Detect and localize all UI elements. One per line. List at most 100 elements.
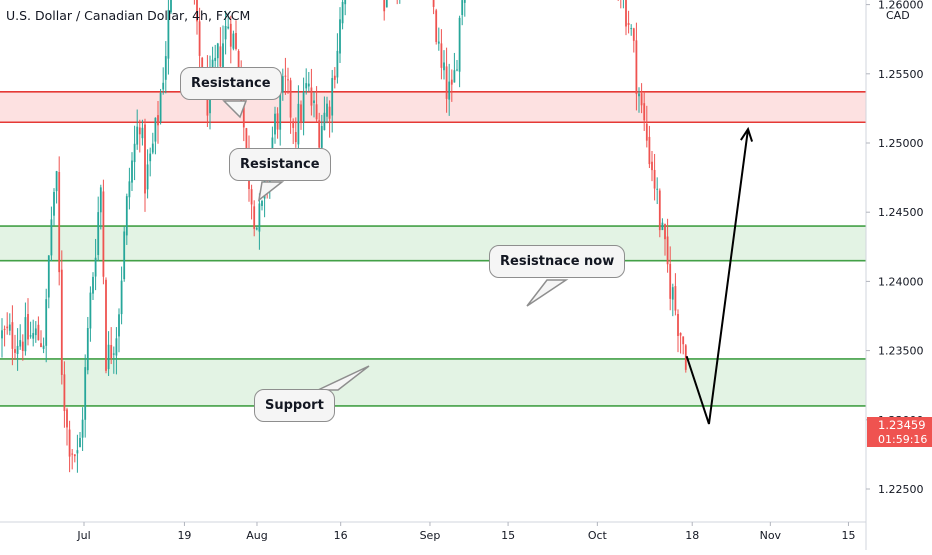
candle-body-down	[237, 50, 240, 75]
callout-resistance-2[interactable]: Resistance	[229, 148, 331, 181]
candle-body-up	[630, 28, 633, 30]
candle-body-down	[435, 10, 438, 42]
candle-body-up	[297, 103, 300, 145]
candle-body-up	[458, 17, 461, 72]
candle-body-down	[102, 191, 105, 277]
candle-body-up	[146, 164, 149, 190]
candle-body-up	[76, 450, 79, 454]
candle-body-up	[336, 50, 339, 78]
callout-tail-resistance-1	[222, 100, 248, 119]
candle-body-up	[32, 333, 35, 339]
candle-body-up	[255, 228, 258, 230]
candle-body-up	[456, 69, 458, 71]
candle-body-down	[292, 121, 295, 128]
candle-body-down	[383, 0, 386, 12]
resistance-zone-fill	[0, 91, 866, 123]
candle-body-up	[162, 82, 165, 90]
candle-body-down	[250, 189, 253, 205]
candle-body-up	[151, 143, 154, 153]
candle-body-up	[461, 0, 464, 16]
candle-body-up	[86, 328, 89, 371]
last-price-value: 1.23459	[878, 418, 926, 432]
time-tick-label: 18	[685, 529, 699, 542]
candle-body-down	[60, 269, 63, 375]
candle-body-up	[385, 0, 388, 8]
candle-body-up	[123, 231, 126, 280]
callout-tail-resistance-now	[526, 279, 569, 307]
candle-body-up	[92, 276, 94, 294]
candle-body-up	[133, 143, 136, 163]
candle-body-up	[53, 192, 55, 216]
price-axis[interactable]: 1.225001.230001.235001.240001.245001.250…	[866, 0, 924, 496]
candle-body-up	[55, 171, 58, 192]
candle-body-down	[653, 169, 656, 189]
candle-body-down	[284, 75, 287, 77]
candle-body-up	[24, 317, 27, 352]
callout-support[interactable]: Support	[254, 389, 335, 422]
candle-body-up	[463, 0, 466, 3]
candle-body-up	[89, 292, 92, 329]
candle-body-up	[344, 0, 347, 5]
candle-body-up	[99, 187, 102, 213]
time-tick-label: 15	[841, 529, 855, 542]
time-tick-label: 15	[501, 529, 515, 542]
candle-body-down	[289, 80, 292, 118]
candle-body-down	[669, 263, 672, 299]
candle-body-up	[167, 9, 170, 59]
time-tick-label: Sep	[420, 529, 441, 542]
callout-resistance-1[interactable]: Resistance	[180, 67, 282, 100]
candle-body-down	[674, 286, 677, 311]
candle-body-down	[73, 454, 76, 457]
candle-body-up	[164, 56, 167, 80]
callout-resistance-now[interactable]: Resistnace now	[489, 245, 626, 278]
price-tick-label: 1.24500	[878, 206, 924, 219]
candle-body-up	[281, 76, 284, 93]
candle-body-up	[1, 330, 3, 339]
candle-body-up	[81, 419, 84, 438]
candle-body-down	[58, 172, 61, 273]
candle-body-down	[276, 113, 279, 130]
price-tick-label: 1.25500	[878, 68, 924, 81]
candle-body-down	[679, 332, 682, 336]
candle-body-down	[643, 103, 646, 121]
time-tick-label: Jul	[76, 529, 90, 542]
candle-body-up	[307, 83, 310, 87]
candle-body-up	[131, 160, 133, 183]
candle-body-up	[279, 92, 282, 130]
time-axis[interactable]: Jul 19 Aug 16 Sep 15 Oct 18 Nov 15	[76, 522, 855, 542]
candle-body-up	[118, 314, 120, 337]
candle-body-down	[68, 429, 71, 457]
candle-body-down	[37, 324, 40, 341]
candle-body-up	[16, 345, 19, 354]
candle-body-down	[27, 314, 29, 340]
projection-layer	[685, 126, 754, 425]
candle-body-down	[253, 206, 256, 229]
candle-body-down	[310, 87, 313, 106]
candle-body-down	[294, 132, 297, 143]
candle-body-down	[14, 349, 16, 353]
candle-body-up	[274, 113, 276, 135]
price-tick-label: 1.26000	[878, 0, 924, 12]
candle-body-down	[648, 136, 651, 165]
candle-body-up	[125, 196, 128, 236]
candle-body-down	[157, 115, 159, 126]
candle-body-down	[333, 75, 336, 80]
candle-body-up	[437, 41, 440, 44]
candle-body-down	[138, 127, 141, 135]
candle-body-up	[661, 222, 664, 231]
projection-path	[685, 129, 750, 425]
countdown-timer: 01:59:16	[878, 433, 927, 446]
candle-body-up	[107, 344, 110, 370]
candle-body-up	[656, 188, 659, 190]
candle-body-up	[42, 345, 45, 349]
candle-body-down	[440, 43, 443, 68]
candle-body-down	[110, 344, 113, 358]
candle-body-up	[443, 62, 445, 71]
candle-body-down	[144, 124, 146, 194]
candle-body-up	[34, 328, 37, 336]
candle-body-up	[671, 287, 674, 300]
candle-body-down	[300, 104, 302, 123]
candle-body-down	[666, 236, 669, 265]
